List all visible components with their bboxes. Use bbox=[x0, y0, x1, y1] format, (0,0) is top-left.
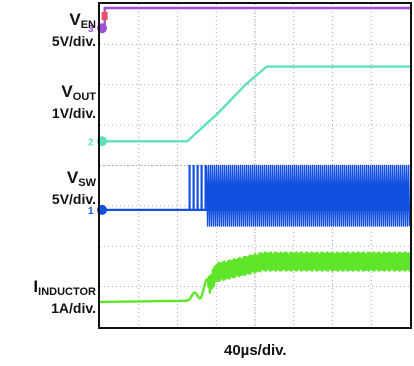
vout-label: VOUT 1V/div. bbox=[51, 82, 96, 122]
vsw-label: VSW 5V/div. bbox=[51, 168, 96, 208]
ven-channel-number: 3 bbox=[88, 24, 94, 35]
iind-scale: 1A/div. bbox=[51, 300, 96, 316]
iind-name: IINDUCTOR bbox=[33, 277, 96, 298]
vout-scale: 1V/div. bbox=[51, 105, 96, 121]
vout-channel-number: 2 bbox=[88, 137, 94, 148]
trigger-marker bbox=[101, 12, 108, 20]
iind-label: IINDUCTOR 1A/div. bbox=[33, 277, 96, 317]
vsw-switching-dense bbox=[205, 164, 411, 227]
ven-scale: 5V/div. bbox=[51, 33, 96, 49]
vsw-channel-number: 1 bbox=[88, 206, 94, 217]
vsw-scale: 5V/div. bbox=[51, 191, 96, 207]
ven-name: VEN bbox=[69, 10, 96, 31]
vout-name: VOUT bbox=[61, 82, 96, 103]
plot-frame bbox=[98, 2, 412, 329]
vsw-name: VSW bbox=[66, 168, 96, 189]
ven-label: VEN 5V/div. bbox=[51, 10, 96, 50]
timebase-label: 40µs/div. bbox=[224, 342, 287, 359]
vsw-switching-sparse bbox=[188, 164, 207, 211]
vout-trace bbox=[100, 65, 410, 143]
iind-trace bbox=[99, 251, 412, 304]
